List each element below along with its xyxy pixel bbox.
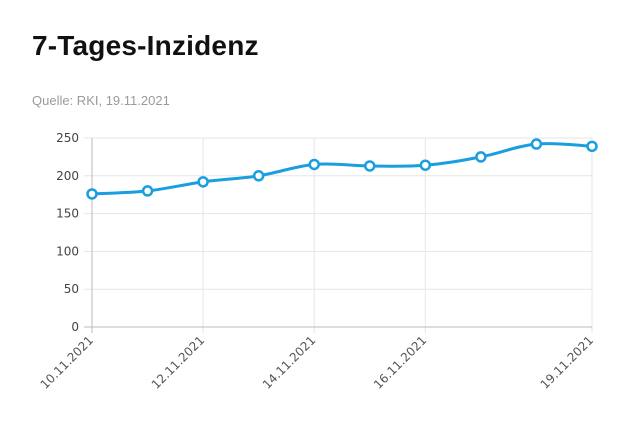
y-tick-label: 200: [56, 169, 79, 183]
y-tick-label: 150: [56, 207, 79, 221]
y-tick-label: 50: [64, 282, 79, 296]
data-point[interactable]: [364, 160, 376, 172]
data-point[interactable]: [475, 151, 487, 163]
y-tick-label: 100: [56, 244, 79, 258]
x-tick-label: 16.11.2021: [371, 333, 429, 391]
x-tick-label: 10.11.2021: [38, 333, 96, 391]
data-point[interactable]: [419, 159, 432, 171]
x-axis-ticks: 10.11.2021 12.11.2021 14.11.2021 16.11.2021…: [38, 333, 596, 391]
grid-lines: [84, 137, 593, 333]
y-tick-label: 250: [56, 131, 79, 145]
y-tick-label: 0: [71, 320, 79, 334]
source-note: Quelle: RKI, 19.11.2021: [32, 93, 170, 108]
y-axis-ticks: 0 50 100 150 200 250: [56, 131, 79, 334]
data-point[interactable]: [86, 188, 98, 200]
chart-title: 7-Tages-Inzidenz: [32, 30, 259, 61]
x-tick-label: 12.11.2021: [149, 333, 207, 391]
x-tick-label: 14.11.2021: [260, 333, 318, 391]
series-line: [90, 142, 594, 196]
data-point[interactable]: [197, 176, 209, 188]
axes: [84, 138, 592, 333]
series: [86, 138, 598, 200]
data-point[interactable]: [586, 140, 598, 153]
data-point[interactable]: [530, 138, 543, 150]
data-point[interactable]: [252, 170, 265, 182]
data-point[interactable]: [141, 185, 154, 197]
x-tick-label: 19.11.2021: [538, 333, 596, 391]
data-point[interactable]: [308, 158, 320, 171]
